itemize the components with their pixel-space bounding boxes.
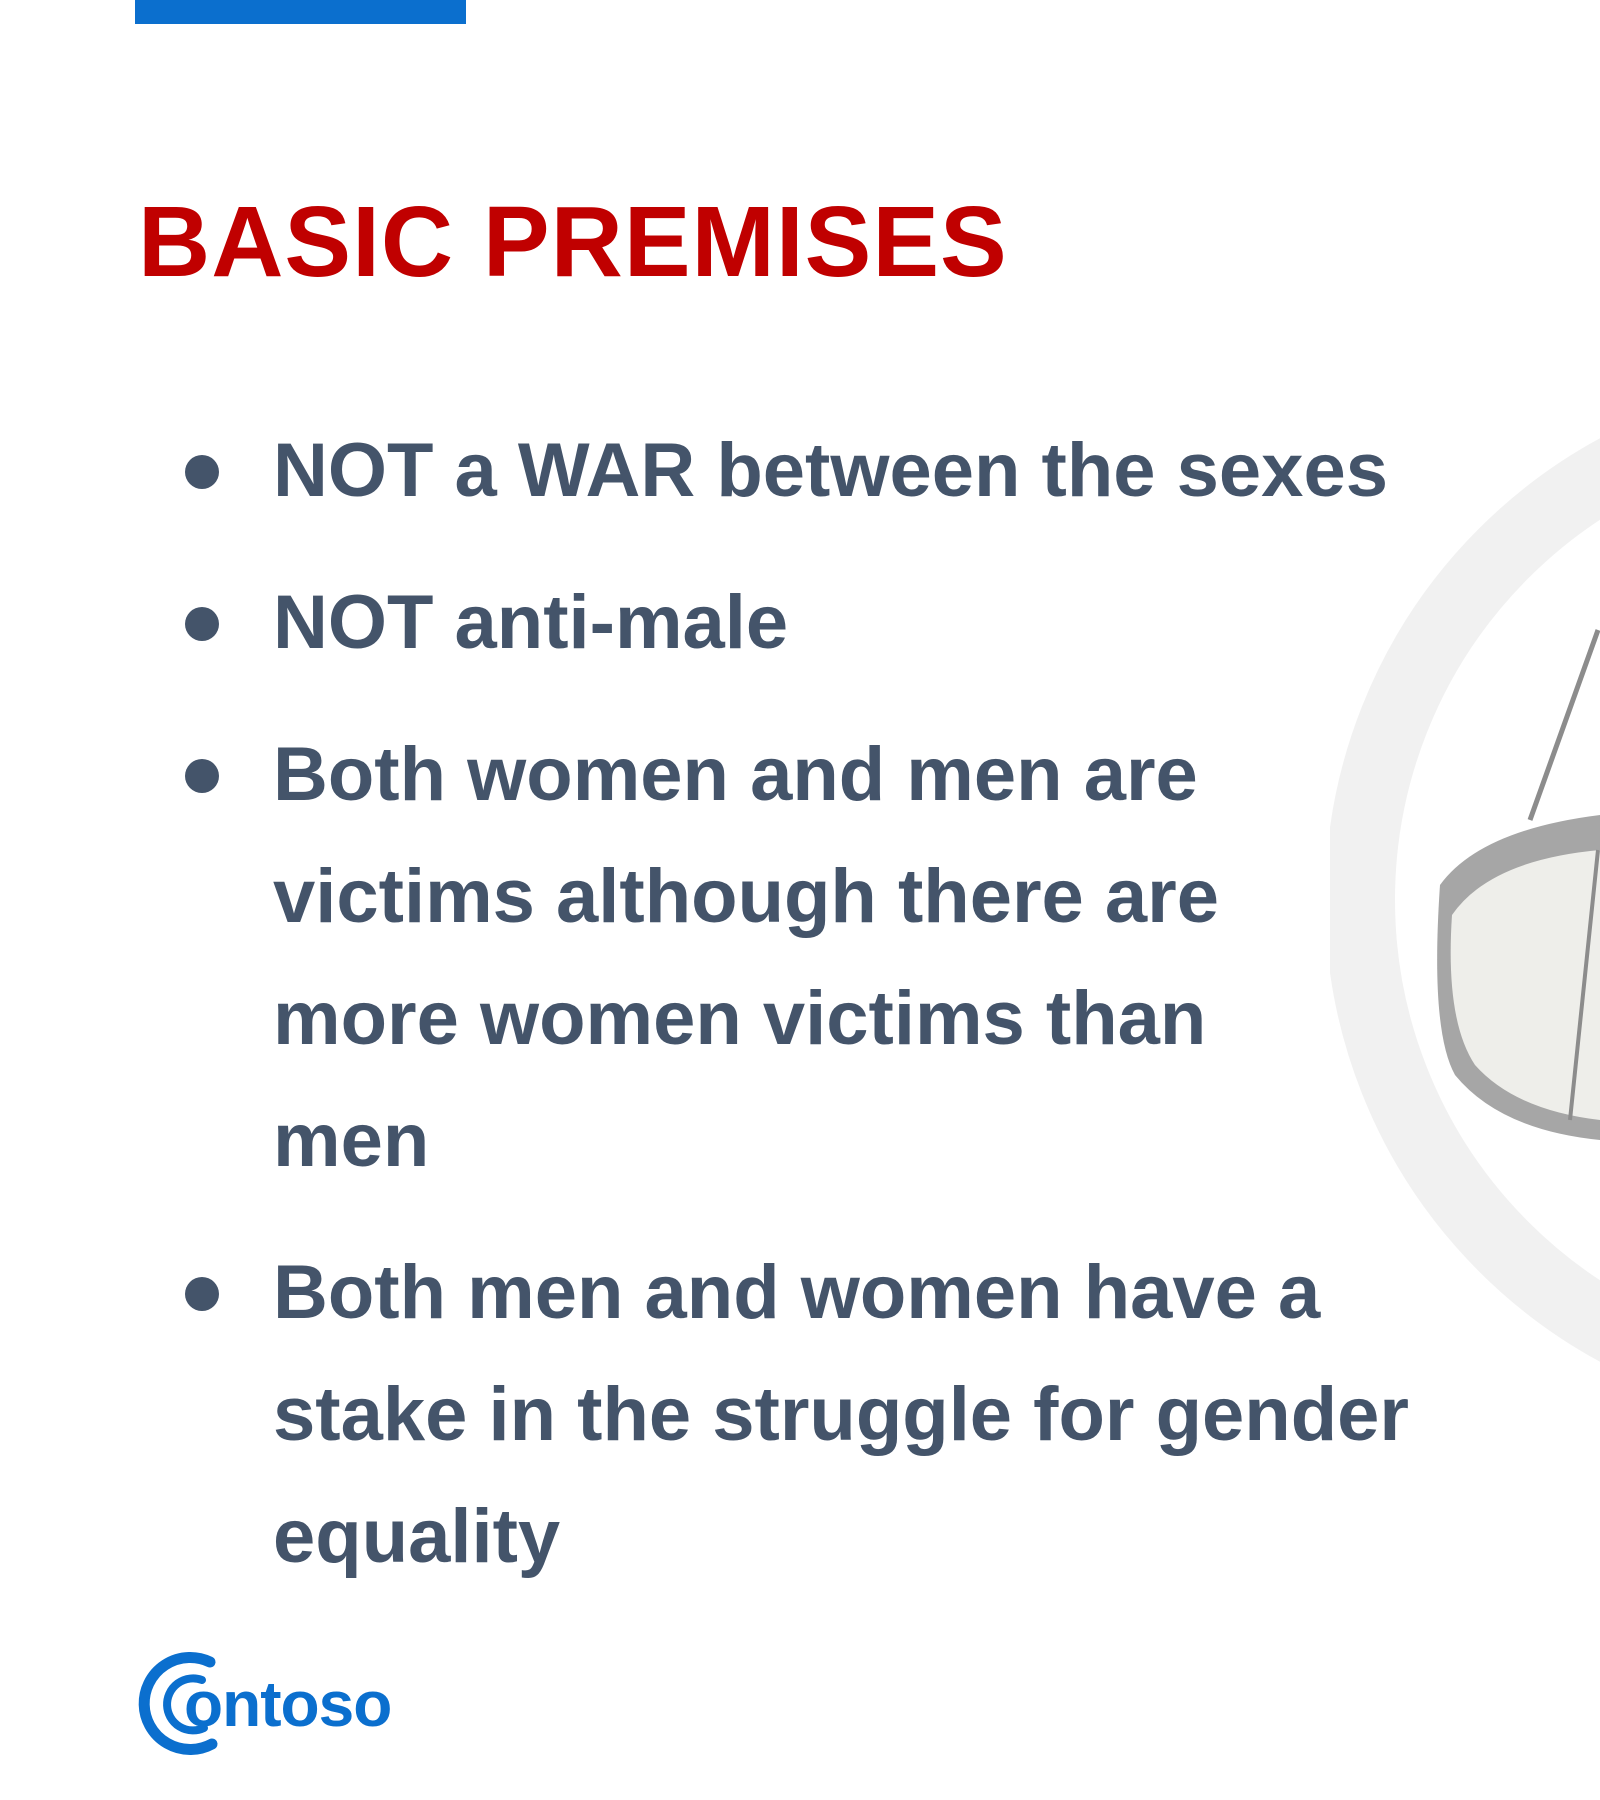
slide-title: BASIC PREMISES — [138, 186, 1008, 298]
bullet-item: Both men and women have a stake in the s… — [180, 1232, 1423, 1598]
balance-scale-icon — [1330, 438, 1600, 1362]
contoso-c-logo-icon — [138, 1652, 218, 1755]
bullet-text: NOT a WAR between the sexes — [273, 428, 1388, 513]
bullet-dot — [185, 759, 219, 793]
accent-bar — [135, 0, 466, 24]
bullet-dot — [185, 455, 219, 489]
bullet-text: Both women and men are victims although … — [273, 732, 1220, 1183]
logo-text: ontoso — [184, 1668, 392, 1740]
bullet-text: Both men and women have a stake in the s… — [273, 1250, 1409, 1579]
bullet-text: NOT anti-male — [273, 580, 789, 665]
contoso-logo: ontoso — [132, 1648, 402, 1758]
bullet-item: Both women and men are victims although … — [180, 714, 1333, 1202]
bullet-dot — [185, 1277, 219, 1311]
bullet-item: NOT anti-male — [180, 562, 1480, 684]
bullet-item: NOT a WAR between the sexes — [180, 410, 1573, 532]
bullet-dot — [185, 607, 219, 641]
bullet-list: NOT a WAR between the sexes NOT anti-mal… — [180, 410, 1480, 1628]
